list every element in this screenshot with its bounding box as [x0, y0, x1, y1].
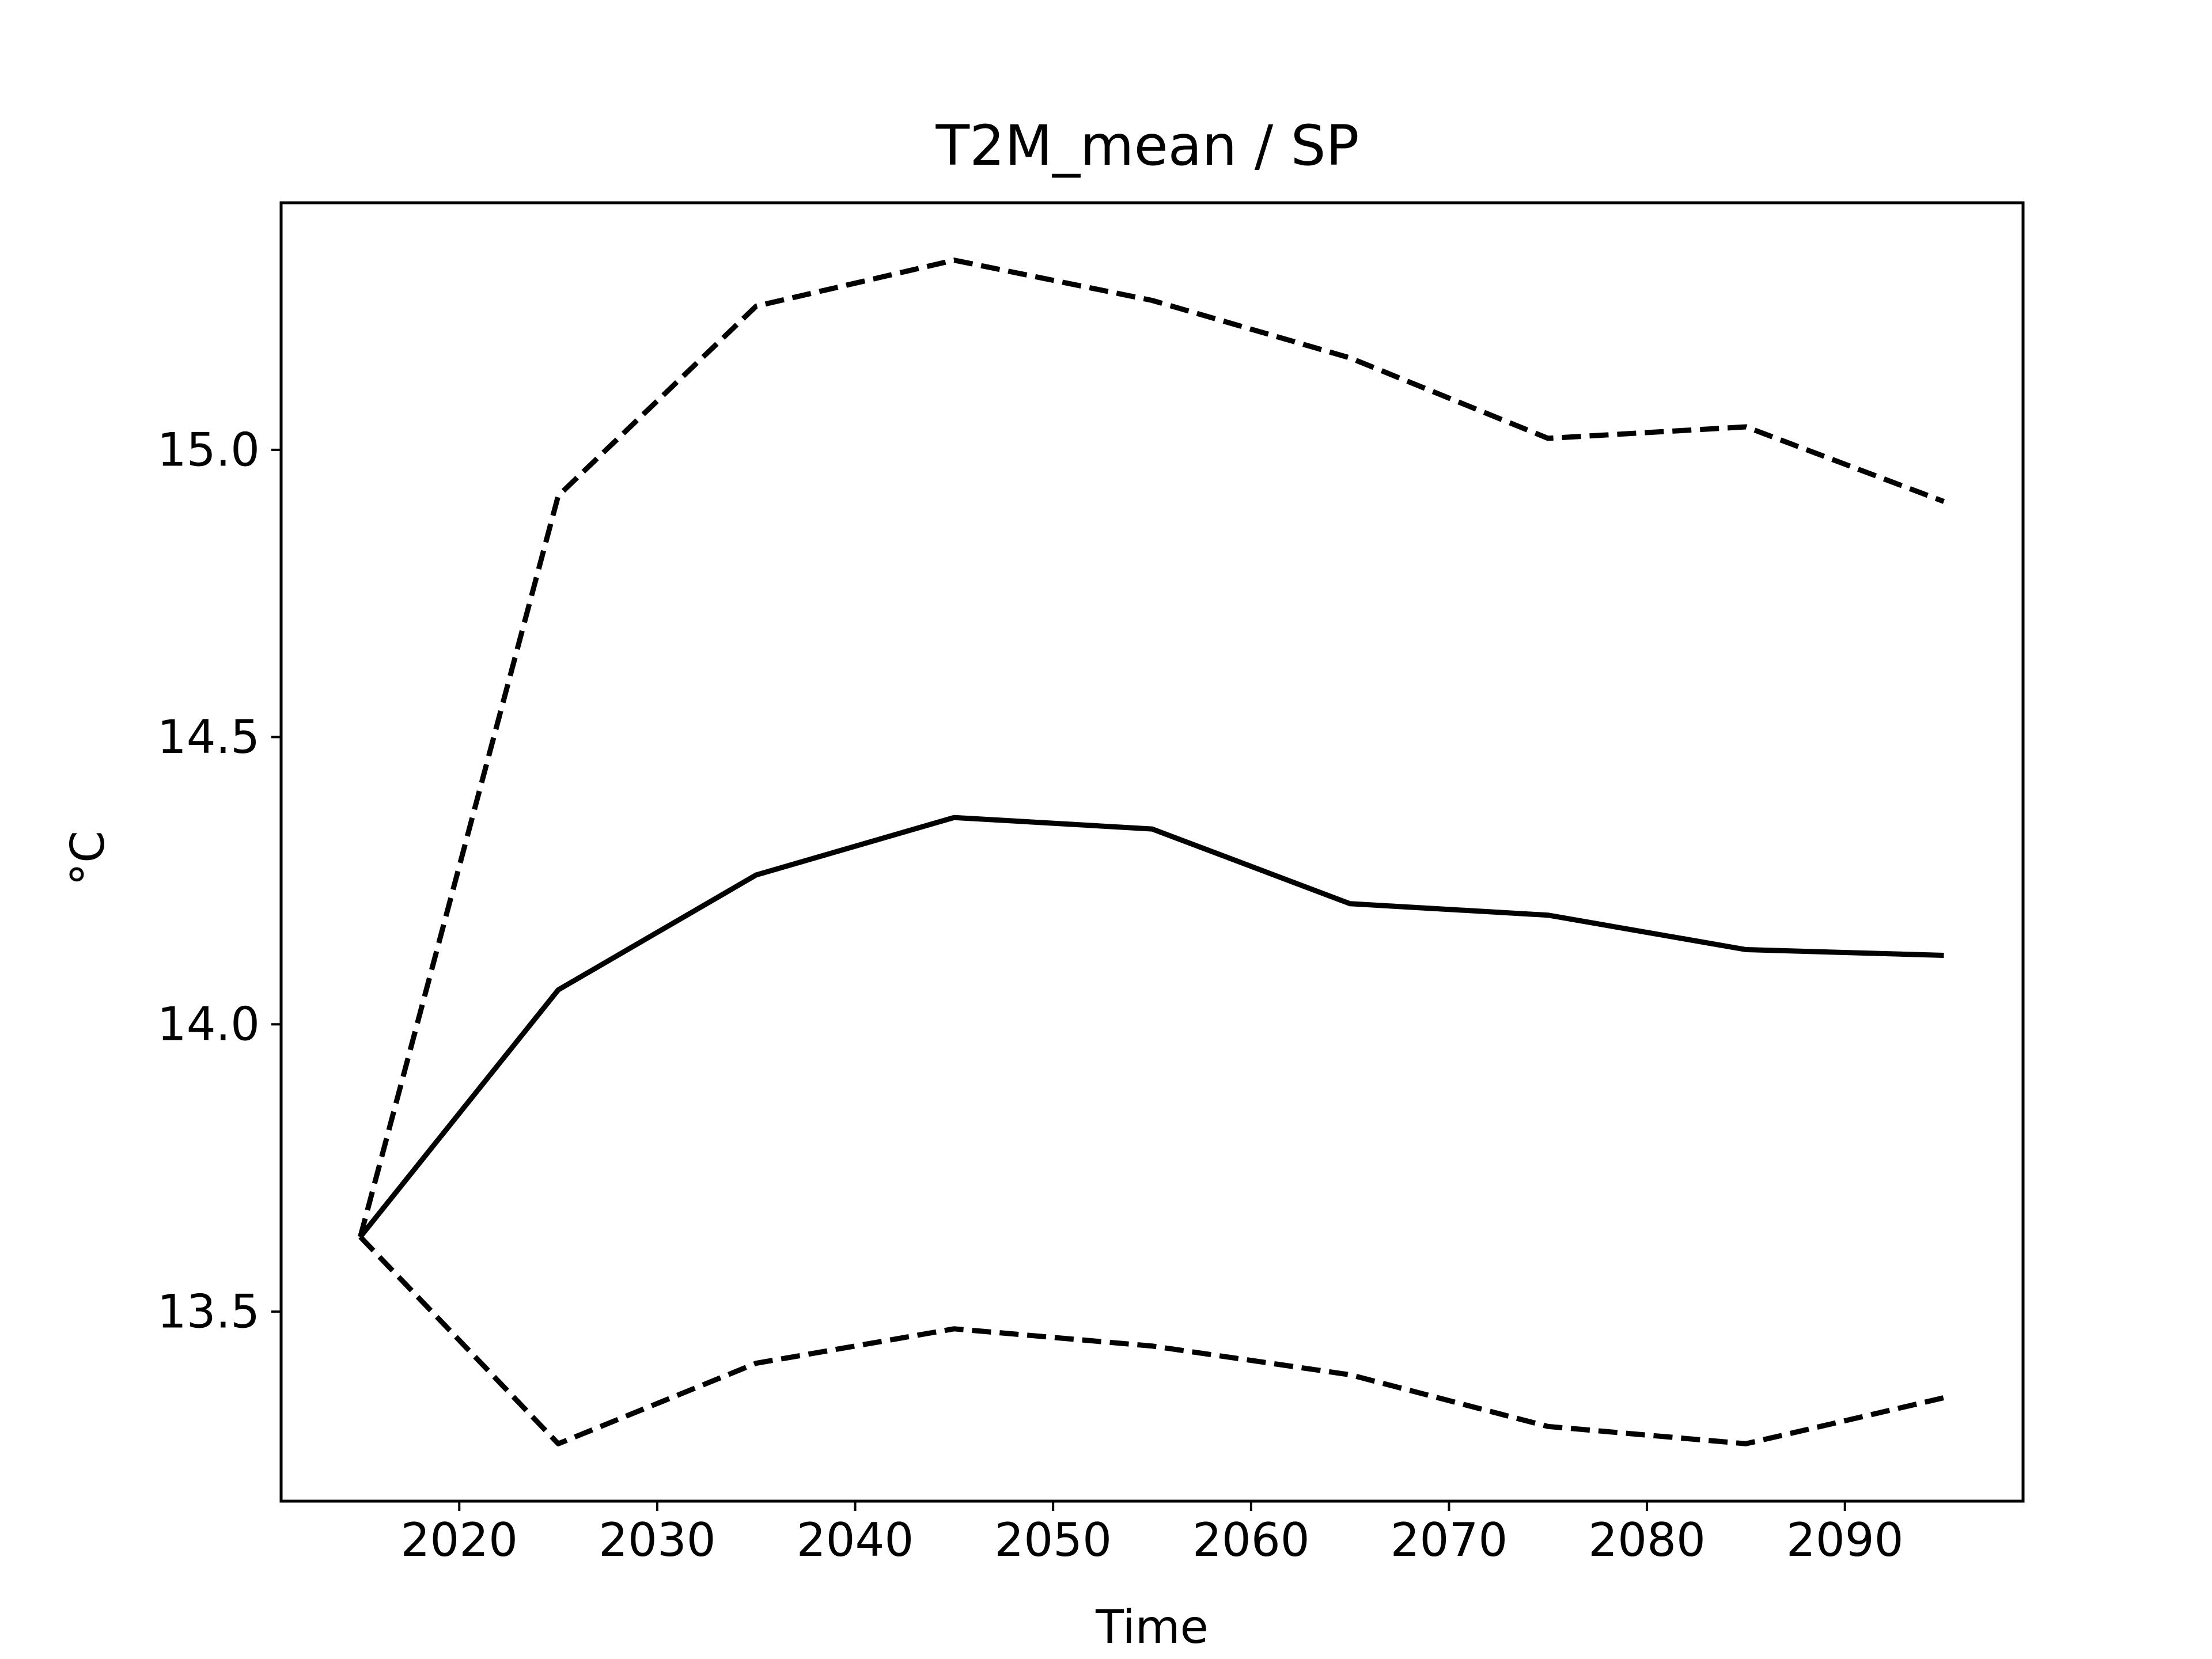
- y-tick-label-14.5: 14.5: [157, 710, 260, 764]
- y-tick-label-15.0: 15.0: [157, 423, 260, 476]
- series-layer: [358, 257, 1945, 1446]
- series-line-1: [358, 815, 1944, 1239]
- plot-frame: [279, 201, 2025, 1503]
- x-tick-label-2090: 2090: [1786, 1513, 1904, 1567]
- chart-title: T2M_mean / SP: [935, 113, 1359, 178]
- x-tick-label-2080: 2080: [1588, 1513, 1706, 1567]
- series-line-2: [358, 257, 1945, 1238]
- y-tick-label-13.5: 13.5: [157, 1285, 260, 1338]
- x-tick-label-2050: 2050: [994, 1513, 1112, 1567]
- y-axis-label: °C: [61, 831, 115, 886]
- x-tick-label-2020: 2020: [400, 1513, 518, 1567]
- tick-layer: 2020 2030 2040 2050 2060 2070 2080 2090 13.5 14.0…: [157, 423, 1904, 1567]
- y-tick-label-14.0: 14.0: [157, 998, 260, 1051]
- x-tick-label-2040: 2040: [797, 1513, 914, 1567]
- x-tick-label-2060: 2060: [1192, 1513, 1310, 1567]
- x-tick-label-2030: 2030: [599, 1513, 716, 1567]
- x-tick-label-2070: 2070: [1391, 1513, 1508, 1567]
- series-line-3: [358, 1235, 1945, 1446]
- x-axis-label: Time: [1095, 1600, 1209, 1654]
